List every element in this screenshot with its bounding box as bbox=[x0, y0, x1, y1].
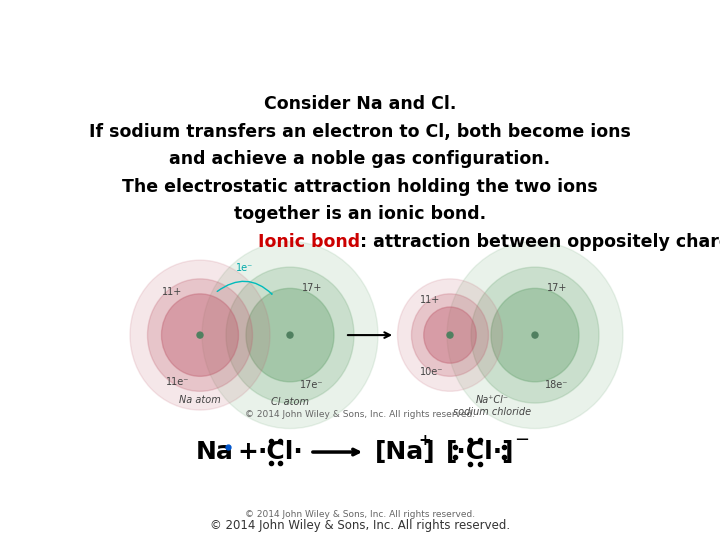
Ellipse shape bbox=[491, 288, 579, 382]
Text: together is an ionic bond.: together is an ionic bond. bbox=[234, 205, 486, 223]
Text: [·Cl·]: [·Cl·] bbox=[446, 440, 514, 464]
Text: [Na]: [Na] bbox=[374, 440, 436, 464]
Ellipse shape bbox=[412, 294, 488, 376]
Text: Na⁺Cl⁻: Na⁺Cl⁻ bbox=[475, 395, 508, 405]
Ellipse shape bbox=[226, 267, 354, 403]
Text: 11+: 11+ bbox=[420, 295, 440, 305]
Ellipse shape bbox=[148, 279, 253, 392]
Text: The electrostatic attraction holding the two ions: The electrostatic attraction holding the… bbox=[122, 178, 598, 196]
Ellipse shape bbox=[161, 294, 238, 376]
Text: 18e⁻: 18e⁻ bbox=[545, 380, 569, 390]
Text: +: + bbox=[238, 440, 258, 464]
Text: 11e⁻: 11e⁻ bbox=[166, 377, 189, 387]
Text: Ionic bond: Ionic bond bbox=[258, 233, 360, 251]
Ellipse shape bbox=[246, 288, 334, 382]
Text: ·Cl·: ·Cl· bbox=[257, 440, 303, 464]
Text: +: + bbox=[418, 433, 431, 448]
Text: 11+: 11+ bbox=[162, 287, 182, 297]
Text: Ionic Compound Formation: Ionic Compound Formation bbox=[117, 18, 603, 52]
Ellipse shape bbox=[424, 307, 476, 363]
Ellipse shape bbox=[397, 279, 503, 392]
Text: : attraction between oppositely charged ions.: : attraction between oppositely charged … bbox=[360, 233, 720, 251]
Text: Na atom: Na atom bbox=[179, 395, 221, 405]
Text: © 2014 John Wiley & Sons, Inc. All rights reserved.: © 2014 John Wiley & Sons, Inc. All right… bbox=[245, 510, 475, 519]
Circle shape bbox=[532, 332, 538, 338]
Text: and achieve a noble gas configuration.: and achieve a noble gas configuration. bbox=[169, 150, 551, 168]
Text: 17+: 17+ bbox=[302, 283, 322, 293]
Text: Cl atom: Cl atom bbox=[271, 397, 309, 407]
Ellipse shape bbox=[471, 267, 599, 403]
Text: −: − bbox=[514, 431, 529, 449]
Text: If sodium transfers an electron to Cl, both become ions: If sodium transfers an electron to Cl, b… bbox=[89, 123, 631, 141]
Text: Consider Na and Cl.: Consider Na and Cl. bbox=[264, 95, 456, 113]
Text: 17e⁻: 17e⁻ bbox=[300, 380, 324, 390]
Text: © 2014 John Wiley & Sons, Inc. All rights reserved.: © 2014 John Wiley & Sons, Inc. All right… bbox=[245, 410, 475, 419]
Ellipse shape bbox=[447, 241, 623, 429]
Text: 10e⁻: 10e⁻ bbox=[420, 367, 444, 377]
Ellipse shape bbox=[202, 241, 378, 429]
Text: © 2014 John Wiley & Sons, Inc. All rights reserved.: © 2014 John Wiley & Sons, Inc. All right… bbox=[210, 518, 510, 531]
Text: 1e⁻: 1e⁻ bbox=[236, 263, 253, 273]
Text: 17+: 17+ bbox=[546, 283, 567, 293]
FancyArrowPatch shape bbox=[217, 281, 272, 294]
Circle shape bbox=[447, 332, 453, 338]
Text: sodium chloride: sodium chloride bbox=[453, 407, 531, 417]
Ellipse shape bbox=[130, 260, 270, 410]
Circle shape bbox=[197, 332, 203, 338]
Circle shape bbox=[287, 332, 293, 338]
Text: Na: Na bbox=[196, 440, 234, 464]
